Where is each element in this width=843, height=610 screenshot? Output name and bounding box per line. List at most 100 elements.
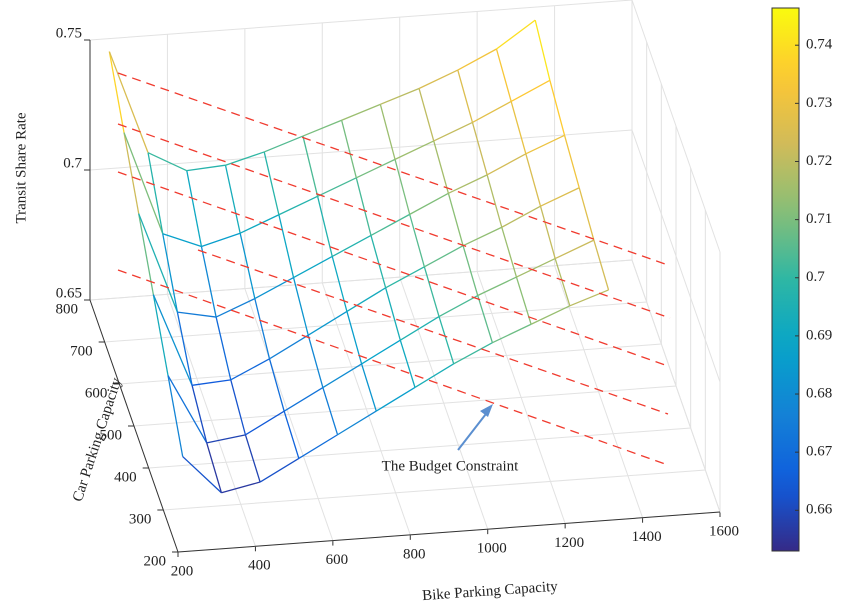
- mesh-edge: [534, 19, 551, 81]
- colorbar-tick-label: 0.68: [806, 385, 832, 401]
- mesh-edge: [394, 140, 435, 160]
- mesh-edge: [361, 339, 401, 365]
- mesh-edge: [245, 410, 285, 436]
- mesh-edge: [438, 294, 479, 318]
- mesh-edge: [322, 387, 339, 435]
- mesh-edge: [206, 434, 246, 444]
- mesh-edge: [302, 135, 319, 197]
- mesh-edge: [399, 316, 440, 341]
- z-tick-label: 0.75: [56, 25, 82, 41]
- mesh-edge: [307, 310, 348, 336]
- mesh-edge: [457, 48, 497, 71]
- colorbar-tick-label: 0.7: [806, 269, 825, 285]
- budget-line: [117, 72, 669, 266]
- mesh-edge: [433, 140, 450, 194]
- mesh-edge: [516, 258, 556, 278]
- z-tick-label: 0.7: [63, 155, 82, 171]
- mesh-edge: [269, 334, 309, 360]
- mesh-edge: [293, 255, 333, 279]
- mesh-edge: [162, 233, 202, 248]
- mesh-edge: [554, 239, 595, 260]
- mesh-edge: [263, 151, 280, 215]
- colorbar-gradient: [771, 7, 800, 552]
- budget-line: [197, 249, 669, 415]
- mesh-edge: [385, 266, 425, 289]
- mesh-edge: [495, 48, 512, 102]
- colorbar-tick-label: 0.67: [806, 444, 833, 460]
- mesh-edge: [486, 174, 503, 228]
- x-tick-label: 600: [326, 552, 349, 568]
- mesh-edge: [278, 195, 318, 216]
- x-tick-label: 1000: [477, 541, 507, 557]
- mesh-edge: [424, 245, 464, 268]
- mesh-edge: [462, 226, 503, 247]
- mesh-edge: [539, 206, 556, 259]
- mesh-edge: [182, 456, 222, 494]
- y-tick-label: 300: [129, 511, 152, 527]
- mesh-edge: [337, 410, 377, 436]
- mesh-edge: [409, 214, 425, 267]
- mesh-edge: [230, 358, 270, 381]
- mesh-edge: [167, 375, 208, 444]
- mesh-edge: [108, 51, 125, 133]
- mesh-edge: [224, 165, 241, 234]
- mesh-edge: [239, 214, 280, 234]
- grid-layer: 200 400 600 800 1000 1200 1400 1600 200 300 400 500…: [56, 0, 739, 579]
- mesh-edge: [593, 239, 610, 291]
- mesh-edge: [316, 196, 333, 257]
- mesh-edge: [177, 311, 217, 318]
- mesh-edge: [510, 79, 551, 102]
- mesh-edge: [225, 151, 265, 166]
- colorbar-tick-label: 0.66: [806, 502, 833, 518]
- mesh-edge: [549, 80, 566, 136]
- mesh-edge: [123, 132, 164, 234]
- mesh-edge: [540, 187, 580, 207]
- colorbar-tick-label: 0.69: [806, 327, 832, 343]
- y-tick-label: 800: [56, 301, 79, 317]
- mesh-edge: [152, 294, 193, 386]
- budget-line: [117, 123, 671, 319]
- mesh-edge: [283, 386, 324, 412]
- mesh-edge: [554, 258, 571, 306]
- mesh-edge: [147, 152, 188, 172]
- grid-line: [89, 129, 721, 383]
- x-tick-label: 800: [403, 546, 426, 562]
- mesh-edge: [525, 134, 565, 155]
- y-tick-label: 400: [114, 469, 137, 485]
- mesh-edge: [486, 153, 527, 176]
- mesh-edge: [394, 159, 411, 215]
- mesh-edge: [230, 379, 247, 436]
- mesh-edge: [283, 411, 300, 459]
- mesh-edge: [123, 132, 140, 214]
- budget-line: [117, 171, 669, 367]
- y-axis: [89, 299, 179, 553]
- mesh-edge: [191, 385, 208, 444]
- mesh-edge: [418, 88, 435, 142]
- mesh-edge: [331, 256, 348, 312]
- mesh-edge: [298, 434, 338, 459]
- mesh-edge: [147, 152, 164, 234]
- mesh-edge: [569, 289, 609, 307]
- mesh-edge: [200, 246, 217, 318]
- mesh-edge: [399, 340, 416, 388]
- x-axis-label: Bike Parking Capacity: [422, 579, 559, 604]
- mesh-edge: [108, 51, 149, 153]
- mesh-edge: [492, 323, 532, 344]
- mesh-edge: [496, 19, 536, 50]
- x-tick-label: 200: [171, 563, 194, 579]
- mesh-edge: [578, 187, 595, 241]
- annotation: The Budget Constraint: [382, 458, 519, 474]
- mesh-edge: [472, 100, 512, 124]
- colorbar: 0.66 0.67 0.68 0.69 0.7 0.71 0.72 0.73 0.74: [771, 7, 833, 552]
- mesh-edge: [341, 103, 381, 121]
- mesh-edge: [317, 177, 357, 197]
- y-tick-label: 700: [70, 343, 93, 359]
- z-axis-label: Transit Share Rate: [13, 112, 29, 223]
- mesh-edge: [292, 277, 309, 336]
- grid-line: [89, 259, 721, 513]
- mesh-edge: [370, 235, 387, 289]
- mesh-edge: [221, 481, 261, 494]
- mesh-edge: [477, 295, 494, 343]
